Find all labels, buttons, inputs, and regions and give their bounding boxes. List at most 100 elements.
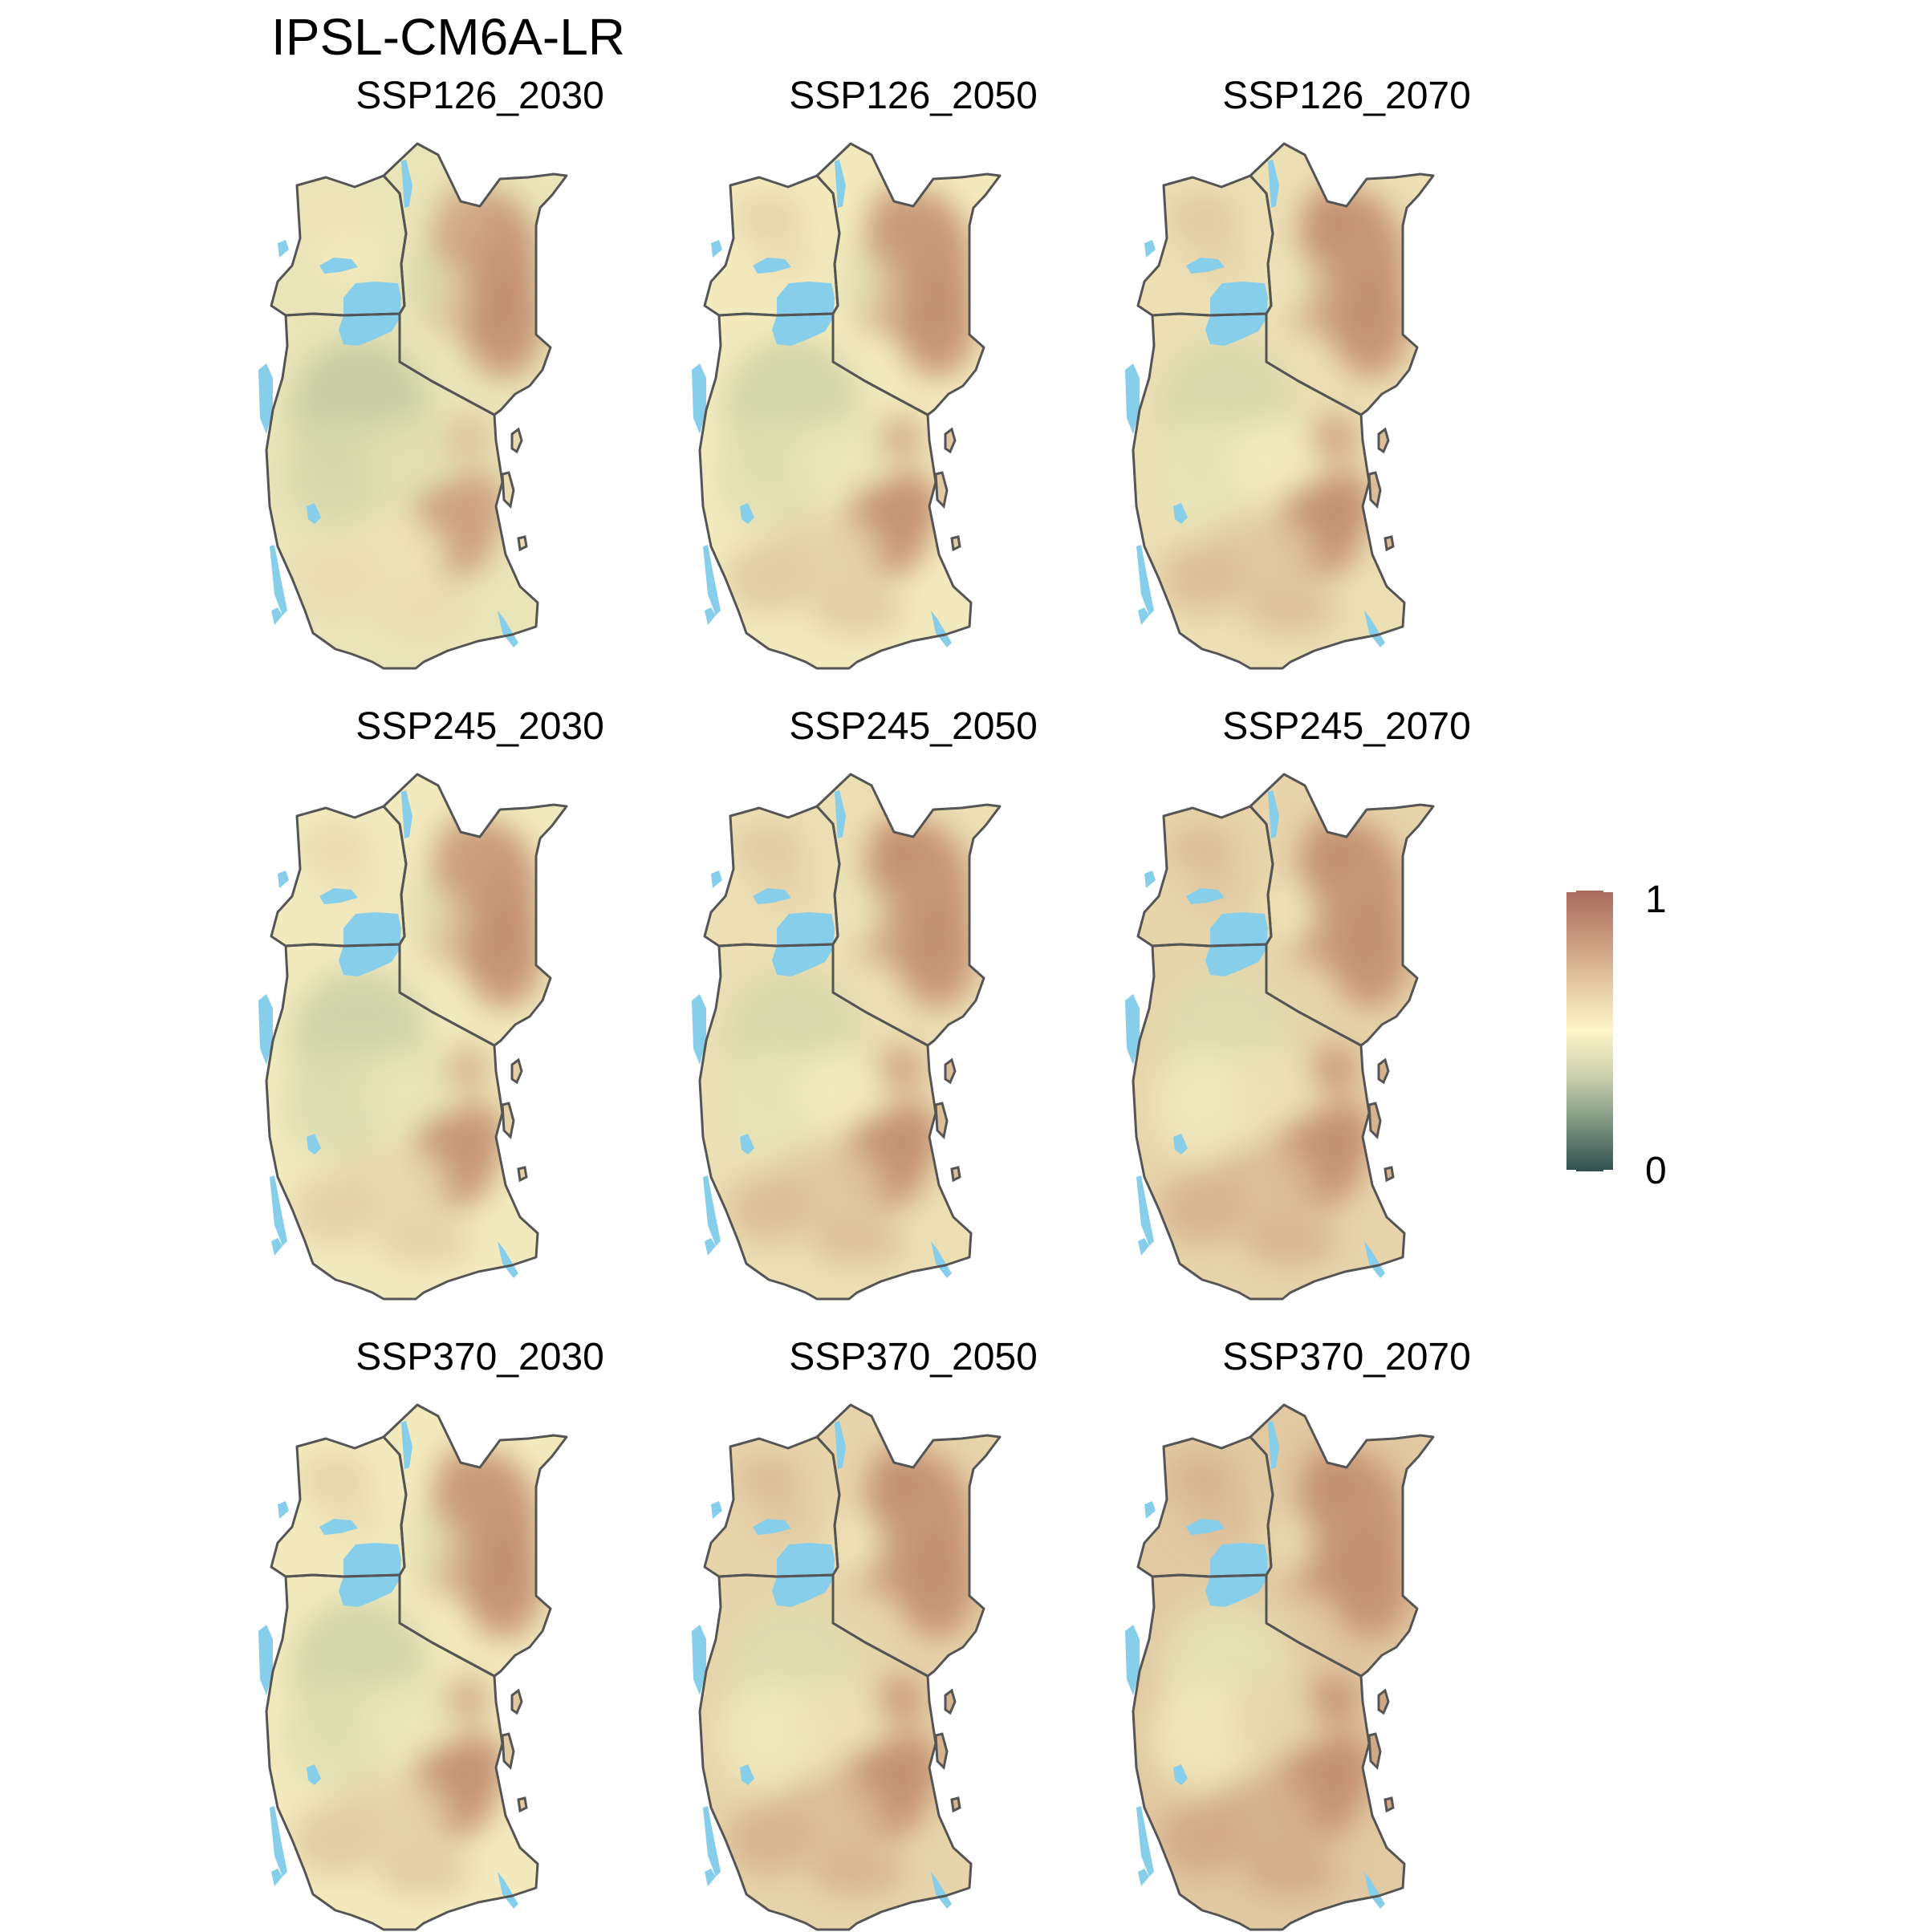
land-patch [364,1679,452,1760]
land-texture [283,1447,544,1896]
map-panel-1: SSP126_2030 [258,77,697,671]
land-texture [717,1447,977,1896]
land-patch [444,470,508,542]
lake-small [1138,607,1149,625]
land-patch [797,418,885,498]
lake-malawi-west [1136,1806,1154,1877]
lake-tanganyika [258,994,273,1065]
land-patch [444,1101,508,1173]
lake-tanganyika [1125,363,1140,434]
land-patch [464,896,544,1009]
lake-malawi-west [1136,1175,1154,1246]
kenya-border [382,142,568,416]
lake-malawi-west [703,545,721,615]
land-patch [1302,816,1359,880]
lake-malawi-west [270,1806,287,1877]
land-patch [1268,250,1313,314]
land-patch [877,1045,925,1093]
land-patch [897,1527,977,1639]
lake-albert [711,1501,722,1519]
land-texture [1150,816,1411,1265]
land-patch [401,250,446,314]
land-patch [877,414,925,462]
island-pemba [510,1057,523,1085]
land-patch [1310,1731,1375,1804]
lake-kyoga [319,1519,358,1535]
lake-rukwa [307,1134,321,1155]
lake-kyoga [1186,888,1225,904]
land-patch [1230,1679,1319,1760]
map-graphic [258,142,568,670]
lake-albert [711,240,722,258]
map-graphic [258,773,568,1301]
map-panel-7: SSP370_2030 [258,1338,697,1932]
island-mafia [517,1796,528,1813]
lake-tanganyika [258,1625,273,1695]
kenya-border [382,773,568,1047]
land-patch [1158,1804,1246,1876]
lake-small [271,1238,282,1256]
land-patch [869,816,925,880]
land-patch [897,266,977,378]
lake-small [271,607,282,625]
coast-water [931,1872,952,1909]
map-panel-3: SSP126_2070 [1125,77,1563,671]
lake-kyoga [753,888,791,904]
island-zanzibar [1367,1102,1382,1140]
coast-water [498,1241,518,1278]
island-mafia [1384,1796,1395,1813]
lake-albert [1144,871,1156,888]
land-patch [725,1173,813,1245]
land-raster [1133,1405,1433,1930]
island-mafia [950,1166,961,1183]
land-patch [1268,1511,1313,1575]
lake-small [705,607,716,625]
lake-malawi-west [270,1175,287,1246]
lake-albert [1144,1501,1156,1519]
island-zanzibar [501,471,515,509]
land-patch [291,1804,380,1876]
tanzania-border [698,1573,973,1931]
land-texture [283,816,544,1265]
lake-tanganyika [692,994,706,1065]
land-patch [835,250,880,314]
lake-turkana [401,790,412,838]
land-patch [877,470,941,542]
island-pemba [944,1057,957,1085]
land-patch [299,1455,372,1503]
island-pemba [944,427,957,454]
land-patch [444,414,492,462]
map-graphic [692,1403,1002,1931]
land-patch [1331,896,1411,1009]
land-patch [1242,1217,1339,1265]
island-zanzibar [501,1732,515,1771]
land-patch [1166,824,1238,872]
lake-small [705,1869,716,1886]
island-zanzibar [934,1732,949,1771]
lake-malawi-west [270,545,287,615]
land-patch [299,193,372,242]
land-patch [436,816,492,880]
land-patch [1166,1455,1238,1503]
coast-water [931,611,952,647]
land-patch [725,1804,813,1876]
tanzania-border [1132,1573,1406,1931]
lake-albert [1144,240,1156,258]
island-pemba [510,1688,523,1715]
lake-kyoga [319,258,358,274]
land-patch [1158,542,1246,615]
lake-malawi-west [703,1175,721,1246]
land-patch [444,1731,508,1804]
panel-title: SSP370_2050 [789,1336,1038,1378]
lake-rukwa [740,1764,754,1785]
land-patch [376,1217,472,1265]
land-patch [1310,1675,1359,1723]
lake-tanganyika [692,1625,706,1695]
lake-rukwa [1173,1134,1188,1155]
kenya-border [815,142,1002,416]
land-patch [364,418,452,498]
land-patch [444,1675,492,1723]
lake-small [1138,1238,1149,1256]
coast-water [498,611,518,647]
panel-title: SSP370_2070 [1222,1336,1471,1378]
